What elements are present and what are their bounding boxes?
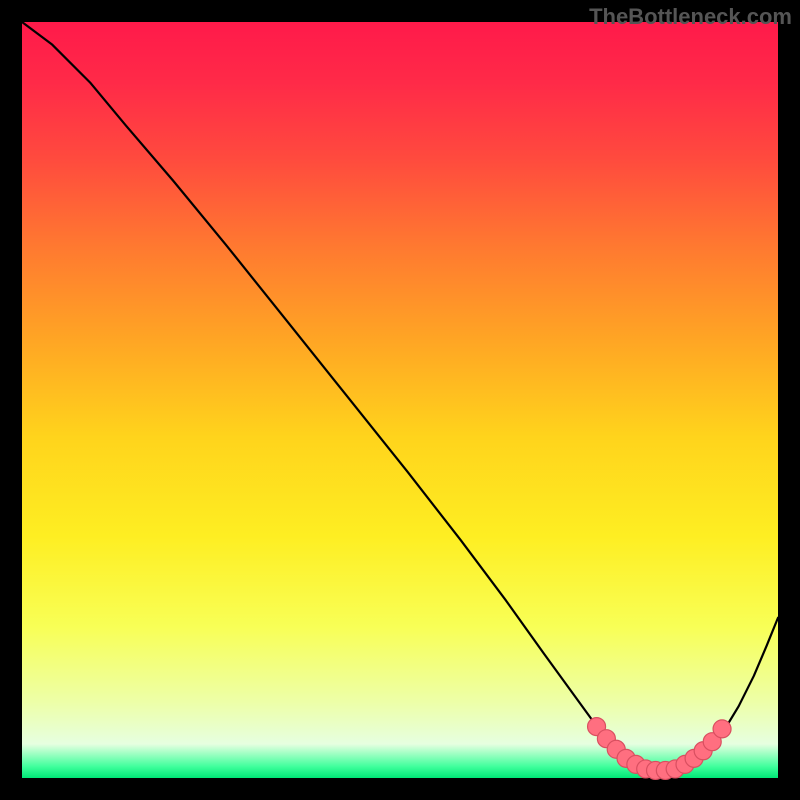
chart-svg <box>0 0 800 800</box>
chart-canvas: TheBottleneck.com <box>0 0 800 800</box>
marker-dot <box>713 720 731 738</box>
